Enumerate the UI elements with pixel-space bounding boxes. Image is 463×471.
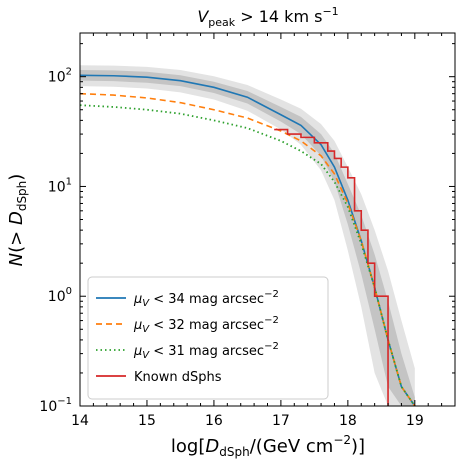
x-axis-ticks: 14 15 16 17 18 19 <box>71 33 456 429</box>
y-tick-label: 101 <box>48 176 72 195</box>
y-tick-label: 10−1 <box>39 396 72 415</box>
series-line-3 <box>274 128 389 406</box>
legend-box <box>87 276 329 400</box>
series-lines <box>79 74 416 407</box>
y-tick-label: 100 <box>48 286 72 305</box>
legend-label-2: μV < 31 mag arcsec−2 <box>133 341 279 361</box>
y-axis-title: N(> DdSph) <box>6 174 29 267</box>
chart-title: Vpeak > 14 km s−1 <box>197 5 338 29</box>
x-tick-label: 14 <box>71 413 89 429</box>
inner-band <box>80 70 415 406</box>
legend-label-3: Known dSphs <box>134 370 222 385</box>
series-line-2 <box>79 104 416 407</box>
x-axis-title: log[DdSph/(GeV cm−2)] <box>171 433 365 459</box>
legend: μV < 34 mag arcsec−2 μV < 32 mag arcsec−2… <box>87 276 329 400</box>
x-tick-label: 16 <box>205 413 223 429</box>
x-tick-label: 17 <box>272 413 290 429</box>
x-tick-label: 15 <box>138 413 156 429</box>
y-tick-label: 102 <box>48 67 72 86</box>
legend-items: μV < 34 mag arcsec−2 μV < 32 mag arcsec−2… <box>96 289 279 385</box>
x-tick-label: 19 <box>406 413 424 429</box>
legend-label-0: μV < 34 mag arcsec−2 <box>133 289 279 309</box>
y-axis-ticks: 10−1 100 101 102 <box>39 43 455 415</box>
x-tick-label: 18 <box>339 413 357 429</box>
legend-label-1: μV < 32 mag arcsec−2 <box>133 315 279 335</box>
